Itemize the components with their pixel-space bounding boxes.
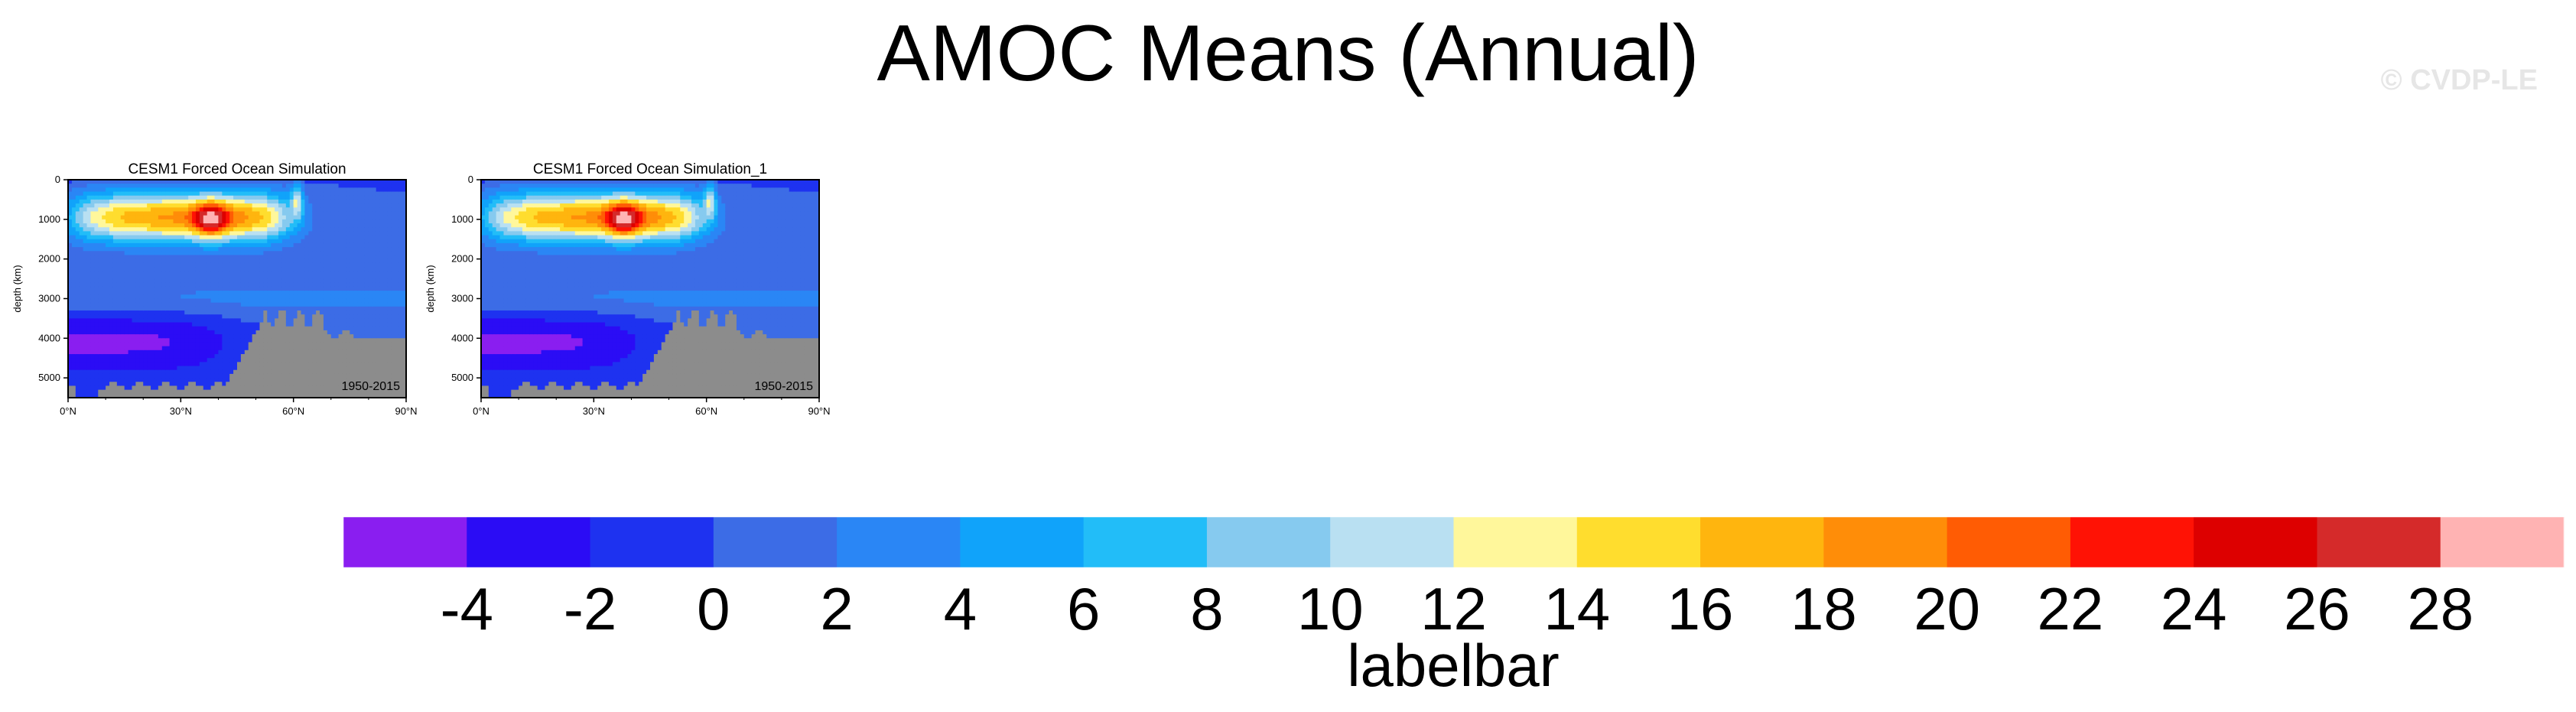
y-tick-label: 5000	[451, 372, 473, 383]
colorbar-swatch	[2194, 517, 2317, 567]
y-tick-label: 5000	[38, 372, 60, 383]
colorbar-swatch	[467, 517, 591, 567]
y-tick-label: 0	[468, 174, 473, 185]
y-tick-label: 4000	[38, 332, 60, 343]
x-tick-label: 0°N	[473, 405, 490, 417]
x-tick-label: 90°N	[808, 405, 830, 417]
y-tick-label: 4000	[451, 332, 473, 343]
x-tick-label: 60°N	[695, 405, 717, 417]
colorbar-swatch	[837, 517, 961, 567]
y-tick-label: 0	[55, 174, 60, 185]
colorbar-label: 14	[1543, 575, 1610, 642]
colorbar-swatch	[1947, 517, 2071, 567]
colorbar-label: 24	[2161, 575, 2227, 642]
plot-frame	[480, 179, 820, 398]
colorbar-swatch	[1330, 517, 1454, 567]
colorbar-label: 20	[1914, 575, 1980, 642]
colorbar-label: 10	[1297, 575, 1364, 642]
period-label: 1950-2015	[341, 380, 400, 393]
colorbar-label: 26	[2284, 575, 2350, 642]
heatmap-field	[68, 180, 407, 398]
y-tick-label: 2000	[38, 253, 60, 265]
y-tick-label: 1000	[38, 213, 60, 225]
colorbar-label: 16	[1667, 575, 1734, 642]
colorbar-label: 18	[1791, 575, 1857, 642]
colorbar-label: 8	[1190, 575, 1223, 642]
amoc-panel-2: CESM1 Forced Ocean Simulation_1 1950-2015…	[424, 161, 831, 417]
colorbar-swatch	[1823, 517, 1948, 567]
amoc-panel-1: CESM1 Forced Ocean Simulation 1950-2015 0°…	[11, 161, 418, 417]
panel-title: CESM1 Forced Ocean Simulation	[128, 161, 346, 177]
colorbar-label: 6	[1067, 575, 1100, 642]
colorbar-label: 22	[2038, 575, 2104, 642]
colorbar-swatch	[1700, 517, 1824, 567]
colorbar-title: labelbar	[1347, 632, 1560, 699]
colorbar-label: -4	[441, 575, 493, 642]
panel-title: CESM1 Forced Ocean Simulation_1	[533, 161, 767, 177]
y-tick-label: 2000	[451, 253, 473, 265]
y-tick-label: 1000	[451, 213, 473, 225]
x-tick-label: 30°N	[583, 405, 605, 417]
colorbar-swatch	[2070, 517, 2194, 567]
y-tick-label: 3000	[451, 292, 473, 304]
colorbar-label: -2	[564, 575, 616, 642]
colorbar-swatch	[343, 517, 467, 567]
y-axis-label: depth (km)	[11, 265, 23, 312]
colorbar-swatch	[960, 517, 1085, 567]
x-tick-label: 90°N	[395, 405, 417, 417]
colorbar-label: 12	[1420, 575, 1487, 642]
y-axis-label: depth (km)	[424, 265, 436, 312]
colorbar-swatch	[590, 517, 714, 567]
y-tick-label: 3000	[38, 292, 60, 304]
watermark: © CVDP-LE	[2380, 64, 2538, 96]
colorbar-label: 2	[820, 575, 853, 642]
colorbar-swatch	[713, 517, 838, 567]
colorbar-swatch	[1206, 517, 1331, 567]
colorbar-frame	[343, 516, 2565, 568]
main-title: AMOC Means (Annual)	[877, 9, 1699, 98]
colorbar-label: 4	[944, 575, 977, 642]
colorbar-swatch	[2440, 517, 2565, 567]
colorbar-swatch	[1083, 517, 1208, 567]
colorbar-label: 0	[697, 575, 730, 642]
x-tick-label: 60°N	[282, 405, 304, 417]
colorbar-swatch	[1576, 517, 1701, 567]
x-tick-label: 0°N	[60, 405, 76, 417]
colorbar-swatch	[1453, 517, 1578, 567]
colorbar-label: 28	[2407, 575, 2474, 642]
plot-frame	[67, 179, 407, 398]
colorbar-swatch	[2317, 517, 2441, 567]
x-tick-label: 30°N	[170, 405, 192, 417]
period-label: 1950-2015	[754, 380, 813, 393]
heatmap-field	[481, 180, 820, 398]
